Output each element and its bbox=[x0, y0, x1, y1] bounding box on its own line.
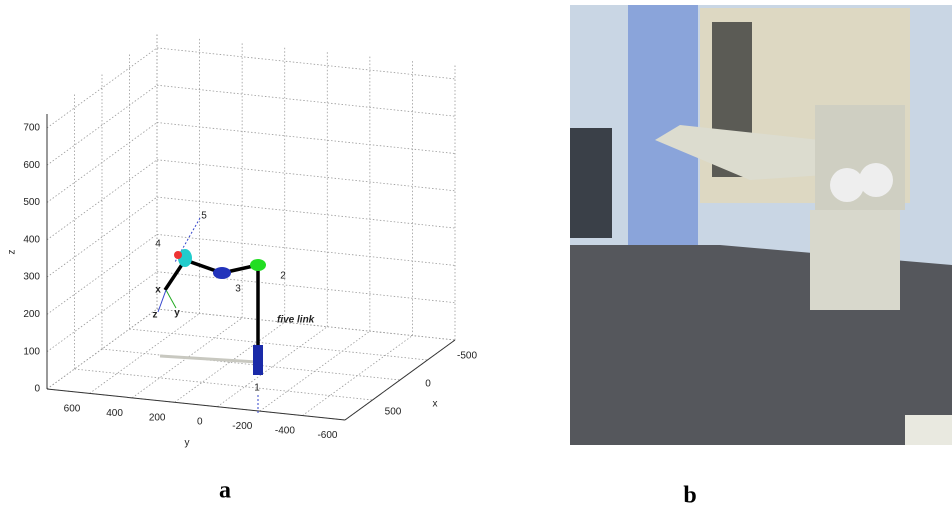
z-tick-label: 100 bbox=[23, 346, 40, 357]
y-tick-label: 600 bbox=[64, 403, 81, 414]
grid-line bbox=[74, 368, 373, 401]
joint-label: 3 bbox=[235, 284, 241, 295]
y-tick-label: -600 bbox=[317, 430, 337, 441]
caption-b: b bbox=[683, 483, 696, 506]
grid-line bbox=[156, 159, 456, 192]
caption-a: a bbox=[219, 478, 231, 504]
grid-line bbox=[46, 159, 158, 241]
z-tick-label: 700 bbox=[23, 123, 40, 134]
joint-label: 1 bbox=[254, 383, 260, 394]
joint-label: 4 bbox=[155, 239, 161, 250]
joint-3 bbox=[213, 267, 231, 279]
z-tick-label: 400 bbox=[23, 234, 40, 245]
grid-line bbox=[46, 234, 158, 315]
grid-line bbox=[344, 339, 456, 421]
joint-label: 2 bbox=[280, 271, 286, 282]
z-tick-label: 500 bbox=[23, 197, 40, 208]
photo bbox=[570, 5, 952, 445]
z-tick-label: 300 bbox=[23, 272, 40, 283]
y-label: y bbox=[185, 438, 190, 449]
grid-line bbox=[302, 335, 413, 416]
grid-line bbox=[46, 308, 158, 390]
y-tick-label: -200 bbox=[232, 421, 252, 432]
y-tick-label: -400 bbox=[275, 426, 295, 437]
plot-a bbox=[46, 34, 456, 421]
grid-line bbox=[259, 330, 371, 412]
frame-y bbox=[165, 289, 177, 309]
grid-line bbox=[46, 122, 158, 203]
grid-line bbox=[156, 47, 456, 80]
frame-label: x bbox=[155, 285, 161, 296]
robot-model bbox=[157, 217, 266, 415]
box bbox=[905, 415, 952, 445]
axis-5 bbox=[174, 217, 201, 263]
grid-line bbox=[129, 328, 428, 361]
joint-2 bbox=[250, 259, 266, 271]
z-tick-label: 0 bbox=[34, 384, 40, 395]
x-tick-label: 500 bbox=[385, 407, 402, 418]
y-tick-label: 0 bbox=[197, 417, 203, 428]
shadow bbox=[159, 354, 259, 364]
grid-line bbox=[174, 321, 285, 403]
grid-line bbox=[131, 317, 243, 399]
grid-line bbox=[46, 388, 346, 421]
robot-arm bbox=[655, 125, 825, 180]
grid-line bbox=[46, 271, 158, 353]
joint-4-red bbox=[174, 251, 182, 259]
links bbox=[163, 257, 260, 350]
frame-label: z bbox=[153, 310, 158, 321]
y-tick-label: 400 bbox=[106, 408, 123, 419]
joint-label: 5 bbox=[201, 211, 207, 222]
y-tick-label: 200 bbox=[149, 412, 166, 423]
motor bbox=[830, 168, 864, 202]
x-label: x bbox=[433, 399, 438, 410]
grid-line bbox=[156, 271, 456, 304]
grid-line bbox=[101, 348, 401, 381]
joint-1 bbox=[253, 345, 263, 375]
grid-line bbox=[46, 84, 158, 166]
robot-base bbox=[810, 210, 900, 310]
grid-line bbox=[156, 122, 456, 154]
grid-line bbox=[156, 196, 456, 229]
grid-line bbox=[46, 47, 158, 129]
grid-line bbox=[156, 308, 456, 341]
z-tick-label: 600 bbox=[23, 160, 40, 171]
frame-label: y bbox=[174, 308, 180, 319]
motor bbox=[859, 163, 893, 197]
z-label: z bbox=[7, 250, 18, 255]
grid-line bbox=[46, 196, 158, 278]
x-tick-label: 0 bbox=[425, 379, 431, 390]
annotation: five link bbox=[277, 315, 315, 326]
frame-z bbox=[157, 289, 167, 313]
grid-line bbox=[156, 84, 456, 117]
monitor bbox=[570, 128, 612, 238]
x-tick-label: -500 bbox=[457, 351, 477, 362]
grid-line bbox=[217, 326, 328, 408]
z-tick-label: 200 bbox=[23, 309, 40, 320]
grid-line bbox=[156, 234, 456, 266]
grid-line bbox=[89, 313, 200, 394]
